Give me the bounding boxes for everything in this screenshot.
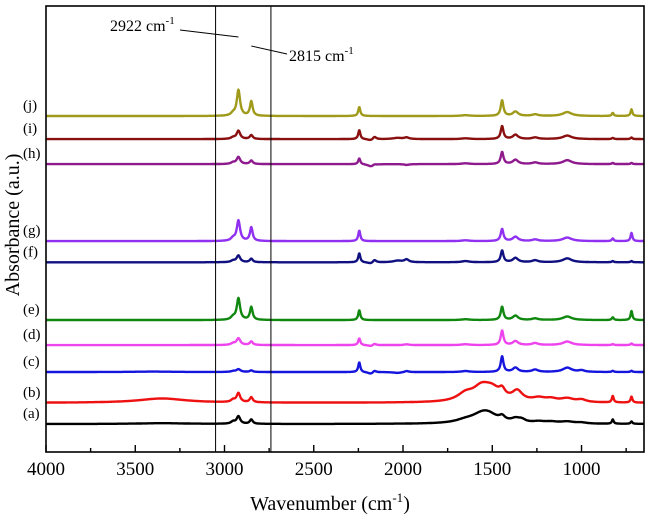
x-tick-label-1500: 1500: [473, 459, 511, 480]
x-tick-label-4000: 4000: [27, 459, 65, 480]
series-label-8: (i): [23, 121, 37, 137]
series-line-6: [45, 218, 645, 243]
x-axis-title-sup: -1: [392, 490, 403, 505]
plot-frame: [45, 5, 645, 453]
x-tick-label-3000: 3000: [206, 459, 244, 480]
annotation-label-0: 2922 cm-1: [110, 15, 175, 35]
plot-border: [45, 5, 645, 453]
series-label-0: (a): [23, 406, 40, 422]
series-line-3: [45, 329, 645, 347]
y-axis-title: Absorbance (a.u.): [2, 154, 24, 297]
series-labels: (a) (b) (c) (d) (e) (f) (g) (h) (i) (j): [23, 98, 41, 422]
series-label-6: (g): [23, 223, 41, 239]
series-label-1: (b): [23, 385, 41, 401]
series-label-2: (c): [23, 354, 40, 370]
series-line-2: [45, 355, 645, 375]
series-label-5: (f): [23, 244, 38, 260]
reference-lines: [215, 6, 272, 452]
series-label-4: (e): [23, 302, 40, 318]
series-label-7: (h): [23, 146, 41, 162]
series-label-3: (d): [23, 327, 41, 343]
x-axis-title-main: Wavenumber (cm: [250, 493, 393, 515]
series-line-5: [45, 249, 645, 265]
x-axis-title-close: ): [403, 493, 410, 515]
series-line-7: [45, 150, 645, 168]
x-tick-label-2000: 2000: [384, 459, 422, 480]
x-tick-label-2500: 2500: [295, 459, 333, 480]
annotation-label-1: 2815 cm-1: [289, 45, 354, 65]
annotation-pointer-0: [179, 29, 239, 38]
x-axis-title: Wavenumber (cm-1): [250, 490, 410, 515]
series-line-0: [45, 409, 645, 426]
x-axis-ticks: 4000 3500 3000 2500 2000 1500 1000: [27, 445, 627, 480]
x-tick-label-3500: 3500: [116, 459, 154, 480]
series-line-9: [45, 88, 645, 118]
series-line-4: [45, 296, 645, 322]
series-label-9: (j): [23, 98, 37, 114]
series-line-8: [45, 124, 645, 142]
annotations: 2922 cm-1 2815 cm-1: [110, 15, 354, 65]
series-layer: [45, 88, 645, 426]
x-tick-label-1000: 1000: [563, 459, 601, 480]
series-line-1: [45, 380, 645, 404]
annotation-pointer-1: [251, 45, 288, 55]
